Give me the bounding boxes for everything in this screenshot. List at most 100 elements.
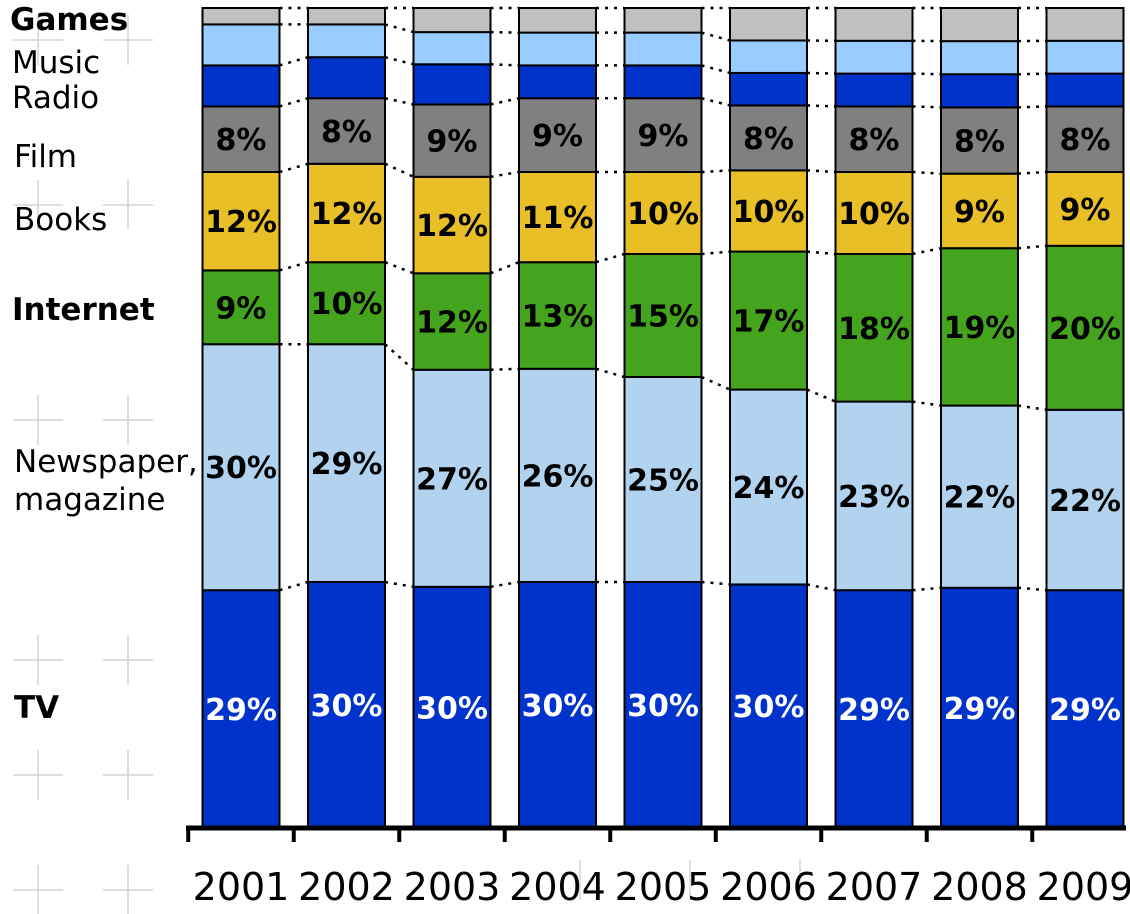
- category-label: Newspaper,: [14, 444, 198, 480]
- bar-segment: [623, 64, 703, 100]
- value-label: 10%: [838, 197, 910, 232]
- value-label: 9%: [427, 125, 478, 160]
- x-axis: 2001 2002 2003 2004 2005 2006 2007 2008 2009: [186, 825, 1130, 909]
- bar-segment: [729, 71, 808, 107]
- connector-line: [1017, 72, 1047, 76]
- bar-segment: [1045, 7, 1125, 42]
- connector-line: [701, 169, 731, 174]
- bar-segment: [307, 23, 386, 59]
- bar-segment: [518, 31, 597, 67]
- bar-segment: [1045, 39, 1125, 75]
- value-label: 8%: [849, 123, 900, 158]
- connector-line: [700, 375, 731, 391]
- value-label: 8%: [216, 123, 267, 158]
- value-label: 30%: [733, 690, 805, 725]
- value-label: 19%: [944, 311, 1016, 346]
- bar-segment: [729, 39, 808, 74]
- bar-segment: [412, 585, 492, 830]
- value-label: 12%: [416, 209, 488, 244]
- bars: [201, 7, 1125, 830]
- bar-segment: [940, 73, 1019, 109]
- bar-segment: [518, 367, 597, 583]
- connector-line: [912, 170, 942, 175]
- x-tick-label: 2001: [193, 865, 290, 909]
- bar-segment: [201, 171, 281, 272]
- bar-segment: [940, 586, 1019, 829]
- bar-segment: [729, 250, 808, 391]
- x-tick-label: 2005: [615, 865, 712, 909]
- bar-segment: [201, 269, 281, 346]
- connector-line: [701, 250, 731, 256]
- bar-segment: [307, 56, 386, 100]
- value-label: 25%: [627, 464, 699, 499]
- bar-segment: [201, 343, 281, 592]
- x-tick-label: 2009: [1037, 865, 1130, 909]
- connector-line: [384, 55, 414, 66]
- bar-segment: [201, 23, 281, 67]
- connector-line: [490, 63, 520, 67]
- bar-segment: [201, 589, 281, 830]
- connector-line: [1017, 404, 1047, 412]
- bar-segment: [940, 404, 1019, 589]
- connector-line: [384, 580, 414, 589]
- bar-segment: [412, 63, 492, 106]
- connector-line: [701, 64, 731, 75]
- bar-segment: [623, 581, 703, 829]
- connector-line: [279, 260, 309, 272]
- connector-line: [701, 580, 731, 586]
- value-label: 22%: [944, 481, 1016, 516]
- connector-line: [490, 261, 520, 275]
- value-label: 20%: [1049, 312, 1121, 347]
- bar-segment: [940, 40, 1019, 76]
- bar-segment: [518, 97, 597, 173]
- bar-segment: [729, 388, 808, 586]
- connector-line: [806, 71, 836, 75]
- value-label: 9%: [954, 195, 1005, 230]
- value-label: 13%: [522, 300, 594, 335]
- x-tick-label: 2006: [720, 865, 817, 909]
- value-label: 8%: [954, 125, 1005, 160]
- value-label: 9%: [216, 291, 267, 326]
- bar-segment: [1045, 408, 1125, 592]
- value-label: 30%: [311, 689, 383, 724]
- value-label: 8%: [1060, 123, 1111, 158]
- x-tick-label: 2002: [298, 865, 395, 909]
- value-label: 29%: [1049, 693, 1121, 728]
- value-label: 30%: [205, 451, 277, 486]
- bar-segment: [1045, 244, 1125, 411]
- value-label: 30%: [522, 689, 594, 724]
- x-tick-label: 2008: [931, 865, 1028, 909]
- bar-segment: [834, 589, 914, 830]
- value-label: 9%: [1060, 193, 1111, 228]
- bar-segment: [1045, 105, 1125, 173]
- bar-segment: [201, 7, 281, 26]
- connector-line: [1017, 105, 1047, 109]
- category-label: Music: [12, 45, 100, 81]
- value-label: 27%: [416, 462, 488, 497]
- value-label: 30%: [627, 689, 699, 724]
- connector-line: [806, 104, 836, 108]
- connector-line: [1017, 244, 1047, 250]
- connector-line: [384, 96, 414, 106]
- connector-line: [279, 96, 309, 108]
- bar-segment: [201, 105, 281, 173]
- bar-segment: [518, 261, 597, 370]
- bar-segment: [412, 103, 492, 178]
- value-label: 29%: [311, 447, 383, 482]
- value-label: 18%: [838, 312, 910, 347]
- value-label: 15%: [627, 300, 699, 335]
- bar-segment: [729, 104, 808, 172]
- connector-line: [701, 31, 731, 42]
- value-label: 12%: [205, 205, 277, 240]
- background-marks: [13, 15, 801, 914]
- bar-segment: [412, 272, 492, 371]
- bar-segment: [412, 7, 492, 34]
- value-label: 24%: [733, 471, 805, 506]
- connector-line: [1017, 586, 1047, 592]
- bar-segment: [307, 7, 386, 26]
- value-label: 11%: [522, 201, 594, 236]
- connector-line: [490, 367, 520, 372]
- x-tick-label: 2004: [509, 865, 606, 909]
- connector-line: [279, 55, 309, 67]
